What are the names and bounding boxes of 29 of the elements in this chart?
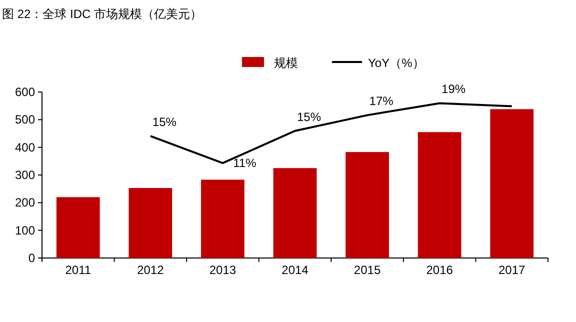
bar: [346, 152, 389, 258]
data-label: 11%: [233, 156, 257, 170]
data-label: 19%: [442, 82, 466, 96]
x-tick-label: 2011: [65, 263, 92, 277]
x-tick-label: 2013: [209, 263, 236, 277]
legend-label: 规模: [274, 56, 298, 70]
y-tick-label: 200: [14, 196, 36, 210]
data-label: 15%: [152, 115, 177, 130]
bar: [273, 168, 317, 258]
bar: [418, 132, 462, 258]
data-label: 17%: [369, 94, 394, 108]
y-tick-label: 300: [14, 168, 36, 182]
y-tick-label: 400: [14, 140, 36, 154]
y-tick-label: 600: [14, 85, 36, 99]
bar: [490, 109, 534, 258]
x-tick-label: 2015: [354, 263, 381, 277]
legend-label: YoY（%）: [368, 56, 424, 70]
bar: [56, 197, 100, 258]
bar: [128, 188, 172, 258]
chart-title: 图 22：全球 IDC 市场规模（亿美元）: [2, 7, 202, 21]
x-tick-label: 2016: [426, 263, 454, 277]
x-tick-label: 2014: [282, 263, 309, 277]
y-tick-label: 0: [28, 251, 36, 265]
y-tick-label: 100: [14, 223, 36, 238]
x-tick-label: 2017: [498, 263, 526, 277]
y-tick-label: 500: [14, 112, 36, 127]
data-label: 15%: [296, 110, 322, 124]
x-tick-label: 2012: [137, 263, 164, 277]
bar: [201, 180, 244, 258]
